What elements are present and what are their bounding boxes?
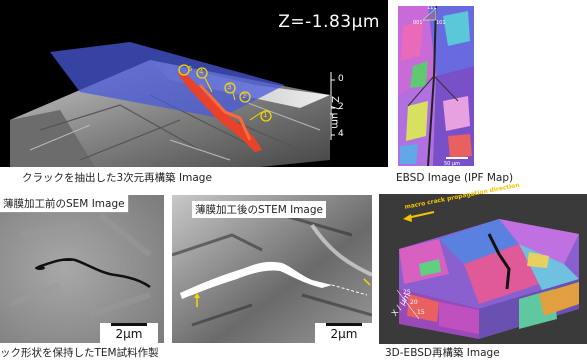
caption-3d-reconstruction: クラックを抽出した3次元再構築 Image: [22, 172, 212, 184]
caption-ebsd: EBSD Image (IPF Map): [396, 172, 514, 184]
z-tick-label: 0: [338, 74, 344, 84]
marker-label: 5: [188, 65, 193, 73]
x-tick-label: 25: [403, 289, 411, 296]
z-tick-label: 2: [338, 102, 344, 112]
marker-label: 4: [199, 68, 204, 76]
stem-scale-text: 2μm: [330, 327, 358, 341]
sem-micrograph: [0, 195, 164, 343]
x-tick-label: 20: [410, 299, 418, 306]
ipf-legend-101: 101: [436, 20, 446, 26]
z-axis-label: Z / μm: [329, 96, 340, 129]
sem-scale-bar: 2μm: [100, 323, 158, 343]
marker-label: 3: [227, 83, 232, 91]
caption-tem-sample: ック形状を保持したTEM試料作製: [0, 347, 159, 359]
ebsd-ipf-map-panel: 111 001 101: [398, 6, 474, 166]
crack-3d-reconstruction-panel: 5 4 3 2 1 Z=-1.83μm 0 2 4 Z / μm: [0, 0, 388, 167]
ebsd-scale-text: 50 μm: [444, 161, 461, 167]
stem-scale-bar: 2μm: [315, 323, 372, 343]
x-tick-label: 15: [417, 309, 425, 316]
marker-label: 1: [263, 111, 268, 119]
stem-micrograph: [172, 195, 372, 343]
marker-label: 2: [242, 92, 247, 100]
ipf-legend-001: 001: [413, 20, 423, 26]
caption-3d-ebsd: 3D-EBSD再構築 Image: [385, 347, 500, 359]
ebsd-3d-block: [379, 194, 587, 344]
z-position-readout: Z=-1.83μm: [278, 12, 380, 32]
z-tick-label: 4: [338, 129, 344, 139]
sem-title: 薄膜加工前のSEM Image: [0, 195, 129, 213]
ebsd-3d-reconstruction-panel: [379, 194, 587, 344]
crack-position-markers: [178, 64, 272, 122]
crack-3d-graphic: [10, 42, 335, 167]
sem-scale-text: 2μm: [115, 327, 143, 341]
sem-image-panel: 薄膜加工前のSEM Image 2μm: [0, 195, 164, 343]
stem-image-panel: 薄膜加工後のSTEM Image 2μm: [172, 195, 372, 343]
ebsd-ipf-map: [398, 6, 474, 166]
ipf-legend-111: 111: [427, 6, 437, 11]
stem-title: 薄膜加工後のSTEM Image: [192, 201, 326, 218]
